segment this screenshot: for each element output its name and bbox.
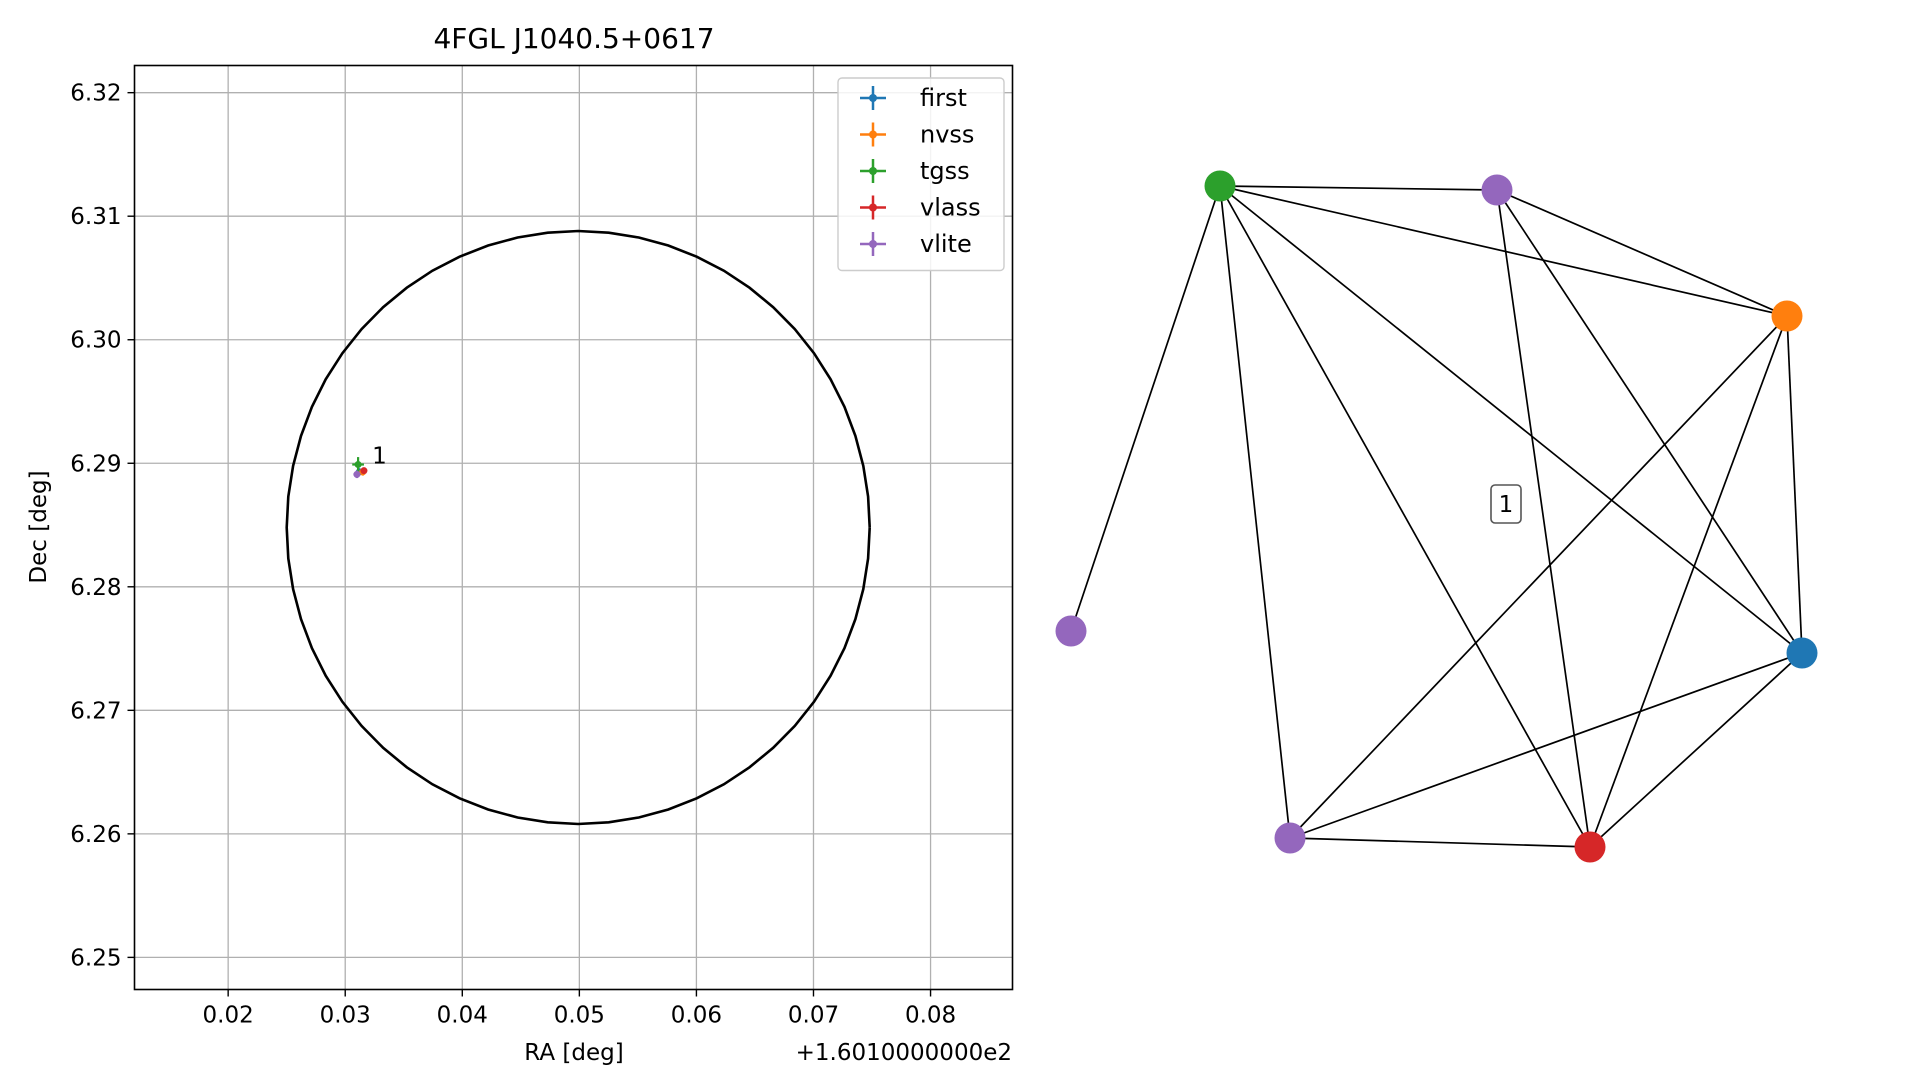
y-axis-label: Dec [deg] [26,470,52,583]
legend-label: vlite [920,230,972,258]
graph-node-purple2 [1055,615,1087,647]
x-tick-label: 0.02 [203,1003,254,1029]
x-tick-label: 0.04 [437,1003,488,1029]
graph-node-blue [1786,637,1818,669]
legend-label: tgss [920,157,970,185]
graph-node-purple3 [1274,822,1306,854]
graph-edge [1289,652,1803,839]
legend-item-nvss: nvss [860,121,974,149]
x-tick-label: 0.05 [554,1003,605,1029]
graph-edge [1289,837,1591,848]
graph-edge [1219,185,1803,654]
data-point-tgss [352,457,364,472]
network-panel: 1 [1055,170,1818,863]
graph-edge [1289,315,1788,839]
y-tick-label: 6.31 [70,204,121,230]
legend-label: nvss [920,121,974,149]
graph-edges [1070,185,1803,848]
legend-box [837,77,1005,272]
data-point-vlite [353,470,361,479]
y-tick-label: 6.27 [70,698,121,724]
scatter-panel: 4FGL J1040.5+0617 1 0.02 0.03 0.04 0.05 0.06… [26,22,1014,1066]
x-tick-label: 0.08 [905,1003,956,1029]
graph-edge [1219,185,1591,848]
graph-edge [1496,189,1591,848]
graph-label-box [1490,484,1522,524]
y-axis-ticks: 6.25 6.26 6.27 6.28 6.29 6.30 6.31 6.32 [70,81,135,971]
x-tick-label: 0.07 [788,1003,839,1029]
graph-node-orange [1771,300,1803,332]
graph-edge [1589,652,1803,848]
graph-node-red [1574,831,1606,863]
x-tick-label: 0.03 [320,1003,371,1029]
legend-item-vlite: vlite [860,230,972,258]
region-circle [285,229,871,826]
y-tick-label: 6.26 [70,822,121,848]
graph-label: 1 [1499,492,1514,518]
x-axis-ticks: 0.02 0.03 0.04 0.05 0.06 0.07 0.08 [203,989,956,1029]
plot-frame [133,64,1014,991]
graph-edge [1219,185,1788,317]
graph-edge [1070,185,1221,632]
graph-edge [1496,189,1803,654]
data-point-vlass [360,467,368,475]
x-offset-label: +1.6010000000e2 [796,1040,1012,1066]
graph-edge [1219,185,1498,191]
graph-node-purple1 [1481,174,1513,206]
y-tick-label: 6.25 [70,945,121,971]
y-tick-label: 6.30 [70,328,121,354]
legend-item-tgss: tgss [860,157,970,185]
region-circle-path [285,229,871,826]
graph-nodes [1055,170,1818,863]
graph-node-green [1204,170,1236,202]
y-tick-label: 6.29 [70,451,121,477]
x-tick-label: 0.06 [671,1003,722,1029]
x-axis-label: RA [deg] [524,1040,623,1066]
data-points: 1 [352,444,387,479]
y-tick-label: 6.28 [70,575,121,601]
legend: first nvss tgss vlass vlite [837,77,1005,272]
graph-edge [1786,315,1803,654]
legend-label: first [920,84,967,112]
point-annotation: 1 [372,444,387,470]
legend-item-first: first [860,84,967,112]
chart-title: 4FGL J1040.5+0617 [433,22,714,55]
legend-item-vlass: vlass [860,194,981,222]
y-tick-label: 6.32 [70,81,121,107]
graph-edge [1219,185,1291,839]
graph-edge [1589,315,1788,848]
graph-edge [1496,189,1788,317]
legend-label: vlass [920,194,981,222]
